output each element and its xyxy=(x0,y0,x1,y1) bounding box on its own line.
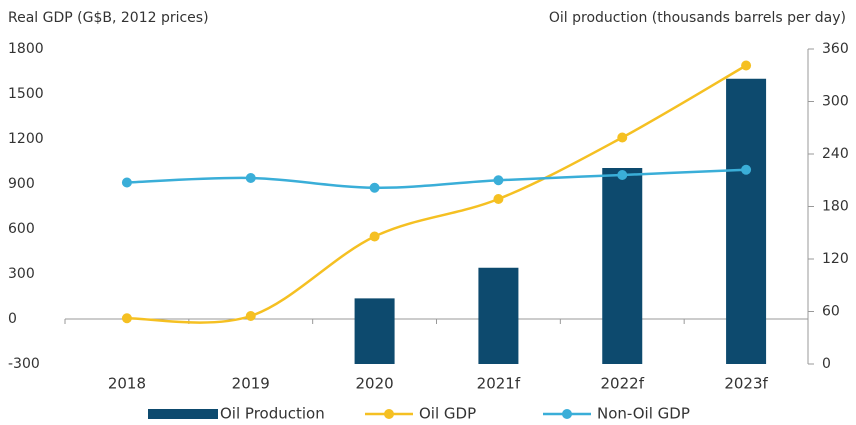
legend-label: Oil GDP xyxy=(419,405,476,423)
line xyxy=(126,64,747,324)
bar xyxy=(354,298,395,364)
legend-label: Non-Oil GDP xyxy=(597,405,690,423)
y-tick-label: -300 xyxy=(8,356,40,372)
point xyxy=(741,60,752,71)
point xyxy=(121,177,132,188)
legend-marker xyxy=(384,409,394,419)
y-tick-label: 600 xyxy=(8,221,35,237)
bar xyxy=(602,168,643,364)
y-tick-label: 0 xyxy=(8,311,17,327)
y-tick-label: 1500 xyxy=(8,86,44,102)
x-tick-label: 2021f xyxy=(477,375,521,393)
legend-swatch xyxy=(148,409,218,419)
point xyxy=(121,313,132,324)
point xyxy=(245,173,256,183)
y2-tick-label: 120 xyxy=(822,251,849,267)
y-tick-label: 1800 xyxy=(8,41,44,57)
y2-tick-label: 360 xyxy=(822,41,849,57)
x-tick-label: 2022f xyxy=(601,375,645,393)
point xyxy=(493,175,504,186)
y2-tick-label: 60 xyxy=(822,304,840,320)
point xyxy=(369,182,380,193)
y-tick-label: 300 xyxy=(8,266,35,282)
y2-tick-label: 180 xyxy=(822,199,849,215)
line xyxy=(126,168,747,190)
x-tick-label: 2020 xyxy=(355,375,393,393)
y-tick-label: 900 xyxy=(8,176,35,192)
x-tick-label: 2023f xyxy=(724,375,768,393)
point xyxy=(369,231,380,242)
y2-axis-title: Oil production (thousands barrels per da… xyxy=(549,10,846,26)
legend-marker xyxy=(562,409,572,419)
x-tick-label: 2018 xyxy=(108,375,146,393)
legend-label: Oil Production xyxy=(220,405,325,423)
point xyxy=(617,132,628,143)
bar xyxy=(726,78,767,364)
x-tick-label: 2019 xyxy=(232,375,270,393)
point xyxy=(617,170,628,180)
point xyxy=(493,194,504,204)
y2-tick-label: 0 xyxy=(822,356,831,372)
point xyxy=(741,164,752,175)
y-tick-label: 1200 xyxy=(8,131,44,147)
y2-tick-label: 300 xyxy=(822,94,849,110)
y2-tick-label: 240 xyxy=(822,146,849,162)
point xyxy=(245,311,256,321)
y-axis-title: Real GDP (G$B, 2012 prices) xyxy=(8,10,209,26)
bar xyxy=(478,267,519,364)
